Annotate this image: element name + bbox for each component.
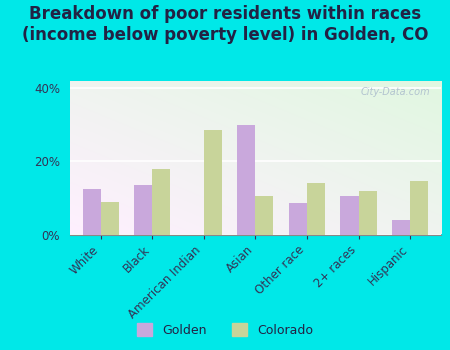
Bar [134,185,152,234]
Text: Breakdown of poor residents within races
(income below poverty level) in Golden,: Breakdown of poor residents within races… [22,5,428,44]
Bar [204,130,222,234]
Legend: Golden, Colorado: Golden, Colorado [132,318,318,342]
Bar [359,190,377,234]
Bar [341,196,359,235]
Bar [101,202,119,235]
Bar [83,189,101,234]
Bar [392,220,410,235]
Text: City-Data.com: City-Data.com [360,87,430,97]
Bar [152,168,170,234]
Bar [237,125,256,234]
Bar [410,181,428,235]
Bar [289,203,307,235]
Bar [256,196,274,235]
Bar [307,183,325,235]
